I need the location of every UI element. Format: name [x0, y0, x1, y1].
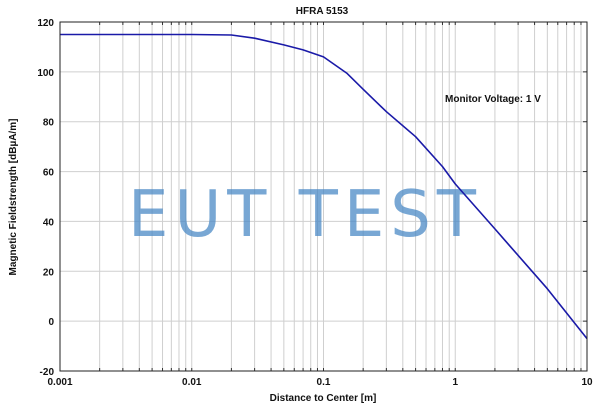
x-tick-label: 1	[452, 377, 458, 388]
plot-frame	[59, 21, 588, 372]
y-tick-label: 0	[48, 317, 54, 328]
y-tick-label: 40	[43, 217, 55, 228]
y-tick-label: 20	[43, 267, 55, 278]
chart-title: HFRA 5153	[296, 6, 349, 17]
y-tick-label: 60	[43, 168, 55, 179]
y-tick-label: 100	[37, 68, 54, 79]
y-axis-label: Magnetic Fieldstrength [dBµA/m]	[8, 119, 19, 276]
series	[59, 33, 588, 340]
x-tick-label: 0.1	[317, 377, 331, 388]
x-axis-label: Distance to Center [m]	[270, 393, 377, 404]
y-tick-label: 80	[43, 118, 55, 129]
x-tick-label: 10	[581, 377, 593, 388]
x-tick-label: 0.001	[47, 377, 72, 388]
y-tick-label: -20	[40, 367, 55, 378]
tick-labels: 0.001 0.01 0.1 1 10 -20 0 20 40 60 80 100 120	[37, 18, 593, 388]
annotation-monitor-voltage: Monitor Voltage: 1 V	[445, 94, 541, 105]
y-tick-label: 120	[37, 18, 54, 29]
x-tick-label: 0.01	[182, 377, 202, 388]
watermark: EUT TEST	[128, 178, 482, 252]
